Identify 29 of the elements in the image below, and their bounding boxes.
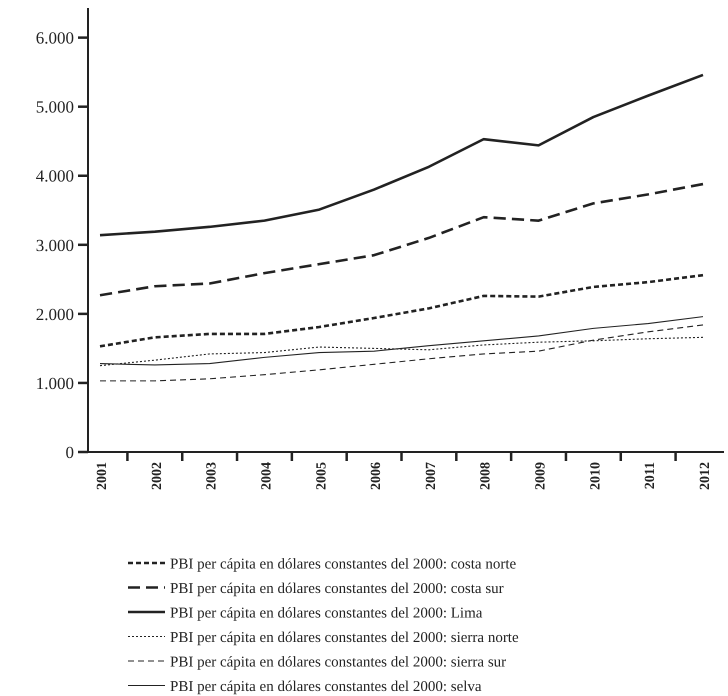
legend-label: PBI per cápita en dólares constantes del 2000: costa norte xyxy=(170,556,516,572)
line-series xyxy=(99,324,704,382)
legend-label: PBI per cápita en dólares constantes del 2000: costa sur xyxy=(170,580,504,597)
x-tick-label: 2004 xyxy=(259,462,274,490)
x-tick-label: 2001 xyxy=(95,462,110,490)
legend-label: PBI per cápita en dólares constantes del 2000: sierra sur xyxy=(170,654,506,670)
legend-label: PBI per cápita en dólares constantes del 2000: sierra norte xyxy=(170,630,519,646)
line-series xyxy=(98,74,704,236)
x-tick-label: 2009 xyxy=(534,462,549,490)
line-series xyxy=(98,274,704,348)
y-tick-label: 4.000 xyxy=(36,166,74,186)
y-tick-label: 0 xyxy=(66,442,74,462)
legend-label: PBI per cápita en dólares constantes del 2000: Lima xyxy=(170,605,483,622)
x-tick-label: 2010 xyxy=(588,462,604,490)
x-tick-label: 2008 xyxy=(478,462,494,490)
x-tick-label: 2006 xyxy=(369,462,384,490)
x-tick-label: 2011 xyxy=(643,462,658,490)
y-tick-label: 3.000 xyxy=(36,236,74,255)
legend-label: PBI per cápita en dólares constantes del 2000: selva xyxy=(170,678,482,695)
x-tick-label: 2012 xyxy=(698,462,713,490)
y-tick-label: 2.000 xyxy=(36,304,74,324)
y-tick-label: 6.000 xyxy=(36,28,74,48)
x-tick-label: 2005 xyxy=(314,462,330,490)
y-tick-label: 5.000 xyxy=(36,98,74,117)
line-series xyxy=(98,182,704,297)
y-tick-label: 1.000 xyxy=(36,374,74,393)
x-tick-label: 2007 xyxy=(424,462,439,490)
x-tick-label: 2003 xyxy=(204,462,220,490)
x-tick-label: 2002 xyxy=(150,462,165,490)
